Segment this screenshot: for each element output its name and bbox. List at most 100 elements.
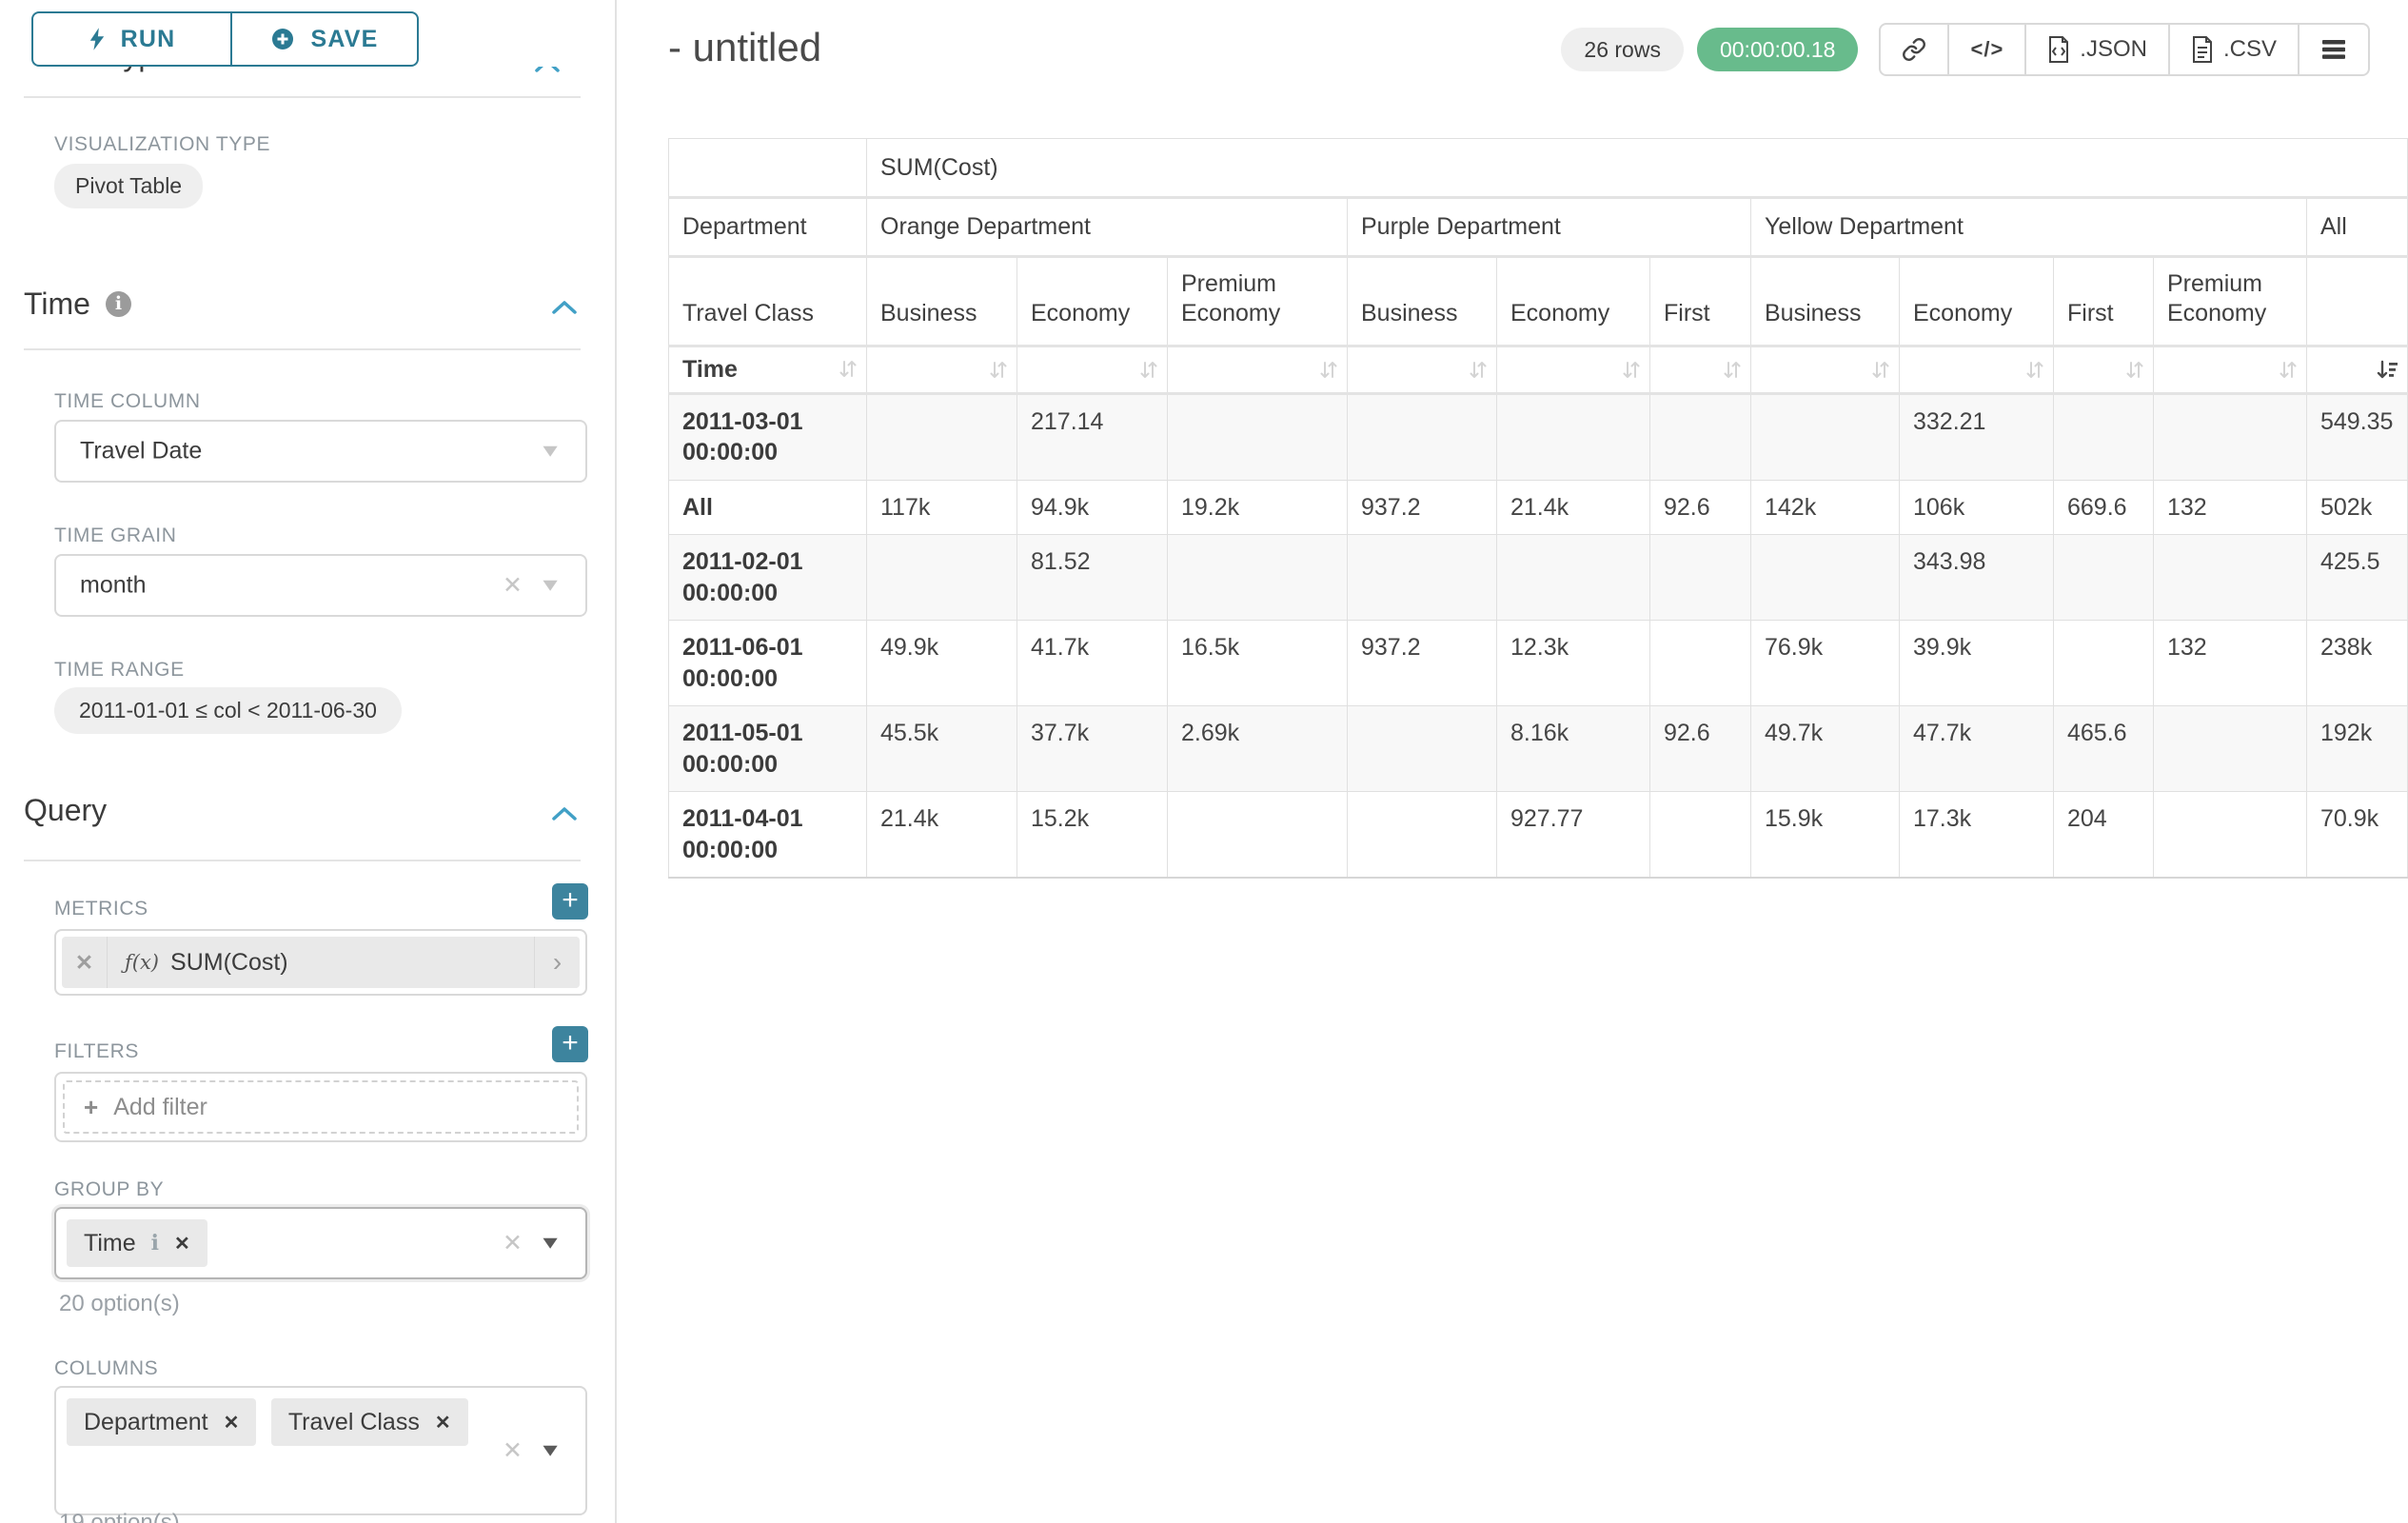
column-sort-header-active[interactable]: [2306, 345, 2408, 395]
column-sub-header: Economy: [1016, 256, 1168, 347]
export-csv-button[interactable]: .CSV: [2167, 23, 2299, 76]
time-section-header[interactable]: Time i: [24, 287, 131, 322]
group-by-chip-time[interactable]: Time i ✕: [67, 1219, 207, 1267]
query-section-collapse-icon[interactable]: [550, 805, 579, 827]
metric-pill[interactable]: ✕ ƒ(x) SUM(Cost) ›: [62, 937, 580, 988]
control-panel-sidebar: Chart Type RUN SAVE VISUALIZATION TYPE P…: [0, 0, 617, 1523]
group-by-label: GROUP BY: [54, 1178, 165, 1200]
clear-icon[interactable]: ✕: [503, 1230, 523, 1256]
info-icon[interactable]: i: [105, 291, 131, 317]
chart-header-actions: 26 rows 00:00:00.18 </> .JSON .CSV: [1561, 23, 2370, 76]
add-filter-button[interactable]: +: [552, 1026, 588, 1062]
time-sort-header[interactable]: Time: [668, 345, 867, 395]
value-cell: [1750, 534, 1900, 621]
value-cell: 465.6: [2053, 705, 2154, 792]
table-row: All 117k 94.9k 19.2k 937.2 21.4k 92.6 142k 106k 6…: [668, 479, 2408, 535]
sort-icon: [2126, 361, 2143, 378]
column-group-header: Purple Department: [1347, 197, 1751, 258]
add-metric-button[interactable]: +: [552, 883, 588, 920]
value-cell: [1167, 534, 1348, 621]
value-cell: [2053, 534, 2154, 621]
query-toolbar: RUN SAVE: [0, 0, 615, 67]
value-cell: [1347, 392, 1497, 481]
columns-chip-department[interactable]: Department ✕: [67, 1398, 257, 1446]
value-cell: 76.9k: [1750, 620, 1900, 706]
value-cell: 49.9k: [866, 620, 1017, 706]
divider: [24, 96, 581, 98]
row-label-cell: 2011-06-01 00:00:00: [668, 620, 867, 706]
value-cell: 41.7k: [1016, 620, 1168, 706]
pivot-table: SUM(Cost) Department Orange Department Purp…: [668, 138, 2408, 879]
column-sort-header[interactable]: [1649, 345, 1751, 395]
value-cell: [1496, 534, 1650, 621]
embed-code-button[interactable]: </>: [1947, 23, 2027, 76]
value-cell: [2053, 392, 2154, 481]
value-cell: 343.98: [1899, 534, 2054, 621]
clear-icon[interactable]: ✕: [503, 572, 523, 599]
value-cell: [1649, 620, 1751, 706]
time-grain-select[interactable]: month ✕ ▼: [54, 554, 587, 617]
chevron-right-icon[interactable]: ›: [534, 937, 580, 988]
column-sort-header[interactable]: [866, 345, 1017, 395]
column-group-header: All: [2306, 197, 2408, 258]
value-cell: [2153, 392, 2307, 481]
column-sort-header[interactable]: [2153, 345, 2307, 395]
value-cell: 49.7k: [1750, 705, 1900, 792]
column-info-icon[interactable]: i: [150, 1231, 159, 1256]
value-cell: 12.3k: [1496, 620, 1650, 706]
remove-metric-icon[interactable]: ✕: [62, 937, 108, 988]
menu-button[interactable]: [2298, 23, 2370, 76]
value-cell: 8.16k: [1496, 705, 1650, 792]
time-range-pill[interactable]: 2011-01-01 ≤ col < 2011-06-30: [54, 687, 402, 734]
run-button[interactable]: RUN: [31, 11, 231, 67]
time-section-collapse-icon[interactable]: [550, 299, 579, 321]
column-sort-header[interactable]: [2053, 345, 2154, 395]
value-cell: 192k: [2306, 705, 2408, 792]
add-filter-dropzone[interactable]: + Add filter: [63, 1080, 579, 1134]
clear-icon[interactable]: ✕: [503, 1437, 523, 1464]
metric-value: SUM(Cost): [170, 948, 288, 976]
chip-label: Department: [84, 1408, 208, 1435]
value-cell: 132: [2153, 620, 2307, 706]
row-label-cell: All: [668, 479, 867, 535]
value-cell: 937.2: [1347, 620, 1497, 706]
query-section-header[interactable]: Query: [24, 793, 107, 828]
value-cell: 45.5k: [866, 705, 1017, 792]
copy-link-button[interactable]: [1879, 23, 1950, 76]
group-by-select[interactable]: Time i ✕ ✕ ▼: [54, 1207, 587, 1279]
value-cell: 238k: [2306, 620, 2408, 706]
sort-icon: [1470, 361, 1487, 378]
sort-icon: [2280, 361, 2297, 378]
value-cell: 17.3k: [1899, 791, 2054, 879]
column-sort-header[interactable]: [1016, 345, 1168, 395]
column-sort-header[interactable]: [1347, 345, 1497, 395]
value-cell: 39.9k: [1899, 620, 2054, 706]
remove-chip-icon[interactable]: ✕: [434, 1412, 451, 1434]
sort-header-row: Time: [668, 345, 2408, 395]
value-cell: [866, 392, 1017, 481]
save-button[interactable]: SAVE: [231, 11, 419, 67]
column-sort-header[interactable]: [1899, 345, 2054, 395]
json-file-icon: [2049, 36, 2069, 63]
sort-icon: [990, 361, 1007, 378]
viz-type-pill[interactable]: Pivot Table: [54, 164, 204, 208]
chevron-down-icon: ▼: [538, 440, 563, 461]
column-sort-header[interactable]: [1167, 345, 1348, 395]
pivot-table-container: SUM(Cost) Department Orange Department Purp…: [668, 138, 2408, 879]
value-cell: 92.6: [1649, 705, 1751, 792]
time-column-select[interactable]: Travel Date ▼: [54, 420, 587, 483]
remove-chip-icon[interactable]: ✕: [223, 1412, 240, 1434]
column-sort-header[interactable]: [1496, 345, 1650, 395]
value-cell: [1167, 791, 1348, 879]
column-sub-header: First: [2053, 256, 2154, 347]
chart-title[interactable]: - untitled: [668, 25, 822, 69]
sort-icon: [1872, 361, 1889, 378]
lightning-icon: [89, 28, 104, 50]
value-cell: 19.2k: [1167, 479, 1348, 535]
remove-chip-icon[interactable]: ✕: [174, 1233, 190, 1255]
export-json-button[interactable]: .JSON: [2024, 23, 2170, 76]
chevron-down-icon: ▼: [538, 1439, 563, 1460]
column-sort-header[interactable]: [1750, 345, 1900, 395]
columns-chip-travel-class[interactable]: Travel Class ✕: [270, 1398, 468, 1446]
columns-select[interactable]: Department ✕ Travel Class ✕ ✕ ▼: [54, 1386, 587, 1515]
